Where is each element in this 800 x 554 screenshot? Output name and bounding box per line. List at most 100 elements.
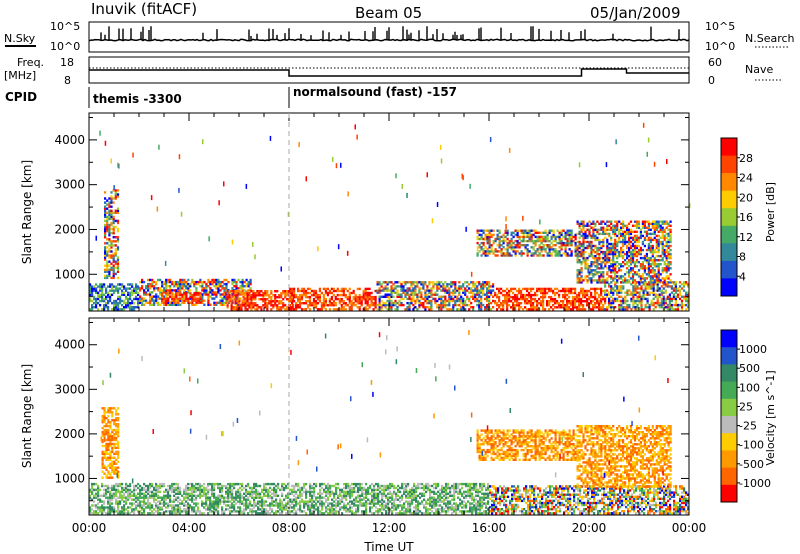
data-cell xyxy=(562,304,565,307)
data-cell xyxy=(669,263,672,266)
data-cell xyxy=(117,460,120,463)
data-cell xyxy=(103,494,106,497)
data-cell xyxy=(502,239,505,243)
data-cell xyxy=(576,269,579,272)
data-cell xyxy=(116,270,120,273)
data-cell xyxy=(668,308,671,311)
data-cell xyxy=(187,488,190,492)
data-cell xyxy=(618,291,621,294)
data-cell xyxy=(518,289,521,293)
data-cell xyxy=(596,261,599,264)
data-cell xyxy=(195,494,198,497)
data-cell xyxy=(107,419,110,422)
data-cell xyxy=(114,209,117,212)
data-cell xyxy=(276,308,279,311)
data-cell xyxy=(542,291,545,295)
data-cell xyxy=(650,299,653,303)
data-cell xyxy=(666,297,669,301)
data-cell xyxy=(291,287,294,291)
data-cell xyxy=(149,301,152,304)
data-cell xyxy=(580,220,583,223)
data-cell xyxy=(574,304,577,307)
data-cell xyxy=(586,304,589,307)
data-cell xyxy=(578,259,581,262)
data-cell xyxy=(444,285,447,288)
data-cell xyxy=(366,304,369,307)
data-cell xyxy=(213,303,216,306)
data-cell xyxy=(685,283,688,286)
data-cell xyxy=(382,287,385,290)
data-cell xyxy=(456,308,459,311)
data-cell xyxy=(121,488,124,492)
data-cell xyxy=(252,294,255,297)
data-cell xyxy=(568,239,571,243)
data-cell xyxy=(322,306,325,309)
data-cell xyxy=(486,252,489,255)
data-cell xyxy=(616,256,619,260)
data-cell xyxy=(147,486,150,490)
data-cell xyxy=(639,267,642,270)
data-cell xyxy=(97,506,100,509)
data-cell xyxy=(107,490,110,494)
data-cell xyxy=(616,297,619,301)
freq-left-tick-top: 18 xyxy=(60,56,74,69)
data-cell xyxy=(133,498,136,501)
data-cell xyxy=(624,259,627,262)
data-cell xyxy=(106,199,109,202)
data-cell xyxy=(252,304,255,307)
data-cell xyxy=(107,510,110,513)
data-cell xyxy=(378,283,381,286)
data-cell xyxy=(93,295,96,299)
data-cell xyxy=(622,281,625,284)
data-cell xyxy=(414,289,417,292)
data-cell xyxy=(616,265,619,268)
data-cell xyxy=(157,508,160,511)
data-cell xyxy=(572,302,575,305)
data-cell xyxy=(641,256,644,260)
data-cell xyxy=(91,287,94,290)
data-cell xyxy=(199,482,202,486)
data-cell xyxy=(634,308,637,311)
data-cell xyxy=(436,202,439,207)
data-cell xyxy=(143,291,146,294)
data-cell xyxy=(291,293,294,297)
data-cell xyxy=(127,306,130,309)
data-cell xyxy=(236,300,239,303)
data-cell xyxy=(179,297,182,301)
data-cell xyxy=(470,281,473,284)
data-cell xyxy=(332,293,335,297)
data-cell xyxy=(584,246,587,250)
data-cell xyxy=(552,233,555,237)
data-cell xyxy=(346,289,349,293)
data-cell xyxy=(520,254,523,257)
data-cell xyxy=(334,304,337,307)
data-cell xyxy=(199,278,202,282)
data-cell xyxy=(661,242,664,246)
data-cell xyxy=(105,456,108,459)
data-cell xyxy=(386,293,389,296)
data-cell xyxy=(626,289,629,292)
data-cell xyxy=(117,430,120,434)
data-cell xyxy=(594,259,597,262)
data-cell xyxy=(234,298,237,301)
data-cell xyxy=(287,211,290,217)
data-cell xyxy=(217,285,220,288)
data-cell xyxy=(654,281,657,284)
data-cell xyxy=(628,254,631,258)
data-cell xyxy=(110,205,113,208)
data-cell xyxy=(197,292,200,295)
data-cell xyxy=(602,226,605,229)
data-cell xyxy=(354,295,357,299)
data-cell xyxy=(398,301,401,305)
data-cell xyxy=(218,200,220,206)
data-cell xyxy=(558,252,561,255)
data-cell xyxy=(159,278,162,282)
data-cell xyxy=(101,432,104,436)
data-cell xyxy=(103,432,106,436)
data-cell xyxy=(614,254,617,258)
data-cell xyxy=(402,287,405,290)
data-cell xyxy=(105,438,108,442)
data-cell xyxy=(498,246,501,249)
data-cell xyxy=(254,302,257,305)
data-cell xyxy=(616,293,619,296)
